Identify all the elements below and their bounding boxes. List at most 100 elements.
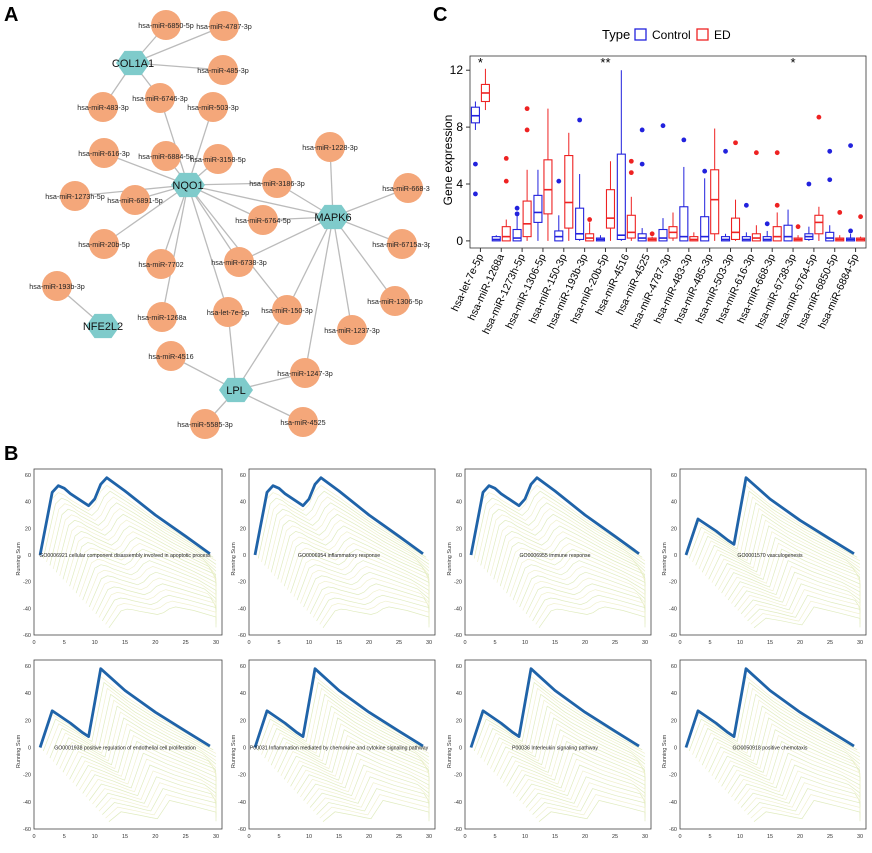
background-trace [280,531,430,583]
mirna-circle [262,168,292,198]
x-tick-label: 5 [63,834,66,840]
box-control [595,235,606,242]
mirna-circle [380,286,410,316]
network-nodes: hsa-miR-6850-5p hsa-miR-4787-3p hsa-miR-48… [29,10,430,439]
legend-title: Type [602,27,630,42]
x-tick-label: 5 [708,640,711,646]
background-trace [287,734,430,783]
background-trace [727,560,861,601]
background-trace [698,507,861,570]
gsea-y-axis-label: Running Sum [231,542,237,576]
mirna-node: hsa-miR-6746-3p [132,83,188,113]
mirna-node: hsa-miR-6850-5p [138,10,194,40]
y-tick-label: 12 [450,63,464,77]
gsea-background-traces [470,675,646,822]
background-trace [496,531,646,583]
box-control [700,168,710,242]
enrichment-curve [469,667,640,748]
background-trace [92,577,217,611]
background-trace [62,717,217,773]
background-trace [740,583,861,615]
background-trace [688,490,858,559]
mirna-circle [145,83,175,113]
background-trace [701,705,861,766]
boxplot-legend: Type Control ED [602,27,731,42]
mirna-label: hsa-miR-3158-5p [190,155,246,164]
mirna-label: hsa-miR-6738-3p [211,258,267,267]
gene-hexagon [219,377,253,403]
y-tick-label: 0 [28,553,31,559]
gsea-plot: -60 -40 -20 0 20 40 60 0 5 10 15 20 25 30 Running Sum G… [16,659,223,840]
y-tick-label: -20 [454,773,462,779]
background-trace [105,600,217,625]
background-trace [79,746,217,791]
background-trace [257,681,427,752]
network-edge [187,184,334,218]
background-trace [293,554,430,597]
mirna-label: hsa-miR-6884-5p [138,152,194,161]
background-trace [503,734,646,783]
background-trace [280,723,430,776]
significance-mark: ** [600,55,610,70]
outlier-point [858,214,863,220]
background-trace [538,799,646,822]
y-tick-label: 60 [240,473,246,479]
background-trace [300,758,430,798]
x-tick-label: 15 [552,834,558,840]
y-tick-label: 20 [456,526,462,532]
background-trace [714,536,861,587]
mirna-node: hsa-miR-6715a-3p [372,229,430,259]
background-trace [254,484,424,556]
background-trace [688,681,858,752]
gsea-frame [464,659,652,830]
outlier-point [639,161,645,167]
x-tick-label: 15 [767,834,773,840]
x-tick-label: 25 [827,640,833,646]
y-tick-label: -60 [23,633,31,639]
y-tick-label: 0 [459,553,462,559]
panel-label-c: C [433,4,448,26]
y-tick-label: -60 [669,633,677,639]
background-trace [264,502,430,566]
x-tick-label: 5 [277,640,280,646]
background-trace [277,717,430,773]
gsea-background-traces [254,675,430,822]
x-tick-label: 30 [642,834,648,840]
gene-label: MAPK6 [314,212,351,224]
x-tick-label: 25 [827,834,833,840]
enrichment-curve [38,667,211,748]
expression-boxplot: Type Control ED Gene expression 04812hsa… [441,27,867,336]
y-tick-label: 0 [243,553,246,559]
x-tick-label: 0 [247,834,250,840]
mirna-label: hsa-miR-616-3p [78,149,130,158]
mirna-label: hsa-miR-1237-3p [324,326,380,335]
network-edge [187,184,229,313]
mirna-node: hsa-miR-503-3p [187,92,239,122]
background-trace [522,770,646,805]
outlier-point [827,177,833,183]
y-tick-label: -60 [669,827,677,833]
y-tick-label: 4 [456,177,463,191]
box-control [491,235,501,242]
mirna-node: hsa-miR-483-3p [77,92,129,122]
network-edge [159,97,189,186]
background-trace [493,525,646,580]
mirna-label: hsa-miR-1268a [137,313,186,322]
y-tick-label: -20 [454,580,462,586]
background-trace [516,566,646,604]
network-edge [187,184,240,263]
background-trace [724,746,861,791]
background-trace [306,770,430,805]
mirna-label: hsa-miR-150-3p [261,306,313,315]
background-trace [296,752,430,794]
mirna-circle [224,247,254,277]
x-tick-label: 0 [32,834,35,840]
mirna-node: hsa-miR-4516 [148,341,194,371]
background-trace [525,776,646,808]
gene-label: NQO1 [172,180,203,192]
background-trace [519,764,646,801]
background-trace [692,496,861,563]
mirna-circle [248,205,278,235]
background-trace [303,764,430,801]
background-trace [306,577,430,611]
